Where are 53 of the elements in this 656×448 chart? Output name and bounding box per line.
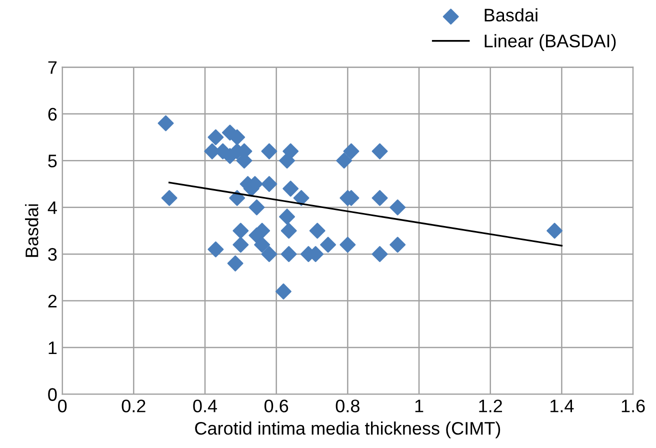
y-tick-label: 3 [48, 248, 57, 261]
y-tick-label: 4 [48, 201, 57, 214]
point [248, 199, 265, 216]
point [390, 236, 406, 253]
point [261, 143, 278, 160]
point [280, 222, 297, 239]
x-tick-label: 0.8 [336, 400, 360, 412]
y-tick-label: 1 [48, 342, 57, 354]
point [293, 190, 310, 206]
point [161, 190, 178, 206]
y-tick-label: 2 [48, 294, 57, 308]
point [232, 236, 249, 253]
point [229, 190, 246, 206]
x-tick-label: 0.6 [264, 400, 288, 412]
point [229, 129, 246, 146]
legend-label: Linear (BASDAI) [484, 34, 616, 51]
point [320, 236, 336, 253]
legend-label: Basdai [484, 8, 538, 22]
x-axis-title: Carotid intima media thickness (CIMT) [195, 421, 500, 438]
point [282, 180, 299, 197]
point [279, 208, 296, 225]
point [546, 222, 563, 239]
point [340, 236, 356, 253]
x-tick-label: 0.2 [122, 400, 146, 412]
y-tick-label: 5 [48, 154, 57, 168]
point [227, 255, 244, 272]
y-tick-label: 0 [48, 388, 57, 401]
point [390, 199, 406, 216]
point [275, 283, 292, 300]
point [261, 246, 278, 262]
point [208, 129, 224, 146]
point [282, 143, 299, 160]
point [158, 115, 174, 132]
x-tick-label: 1 [415, 400, 424, 412]
point [309, 222, 326, 239]
point [343, 143, 360, 160]
point [280, 246, 297, 262]
point [372, 190, 388, 206]
x-tick-label: 0 [58, 400, 67, 412]
x-tick-label: 1.6 [622, 400, 645, 412]
point [372, 143, 388, 160]
y-axis-title: Basdai [25, 204, 38, 257]
point [232, 222, 249, 239]
point [336, 152, 352, 169]
point [372, 246, 388, 262]
x-tick-label: 1.4 [550, 400, 574, 412]
x-tick-label: 0.4 [193, 400, 218, 412]
point [208, 241, 224, 258]
x-tick-label: 1.2 [479, 400, 502, 412]
y-tick-label: 6 [48, 108, 57, 121]
y-tick-label: 7 [48, 61, 57, 74]
point [261, 176, 278, 192]
point [254, 236, 270, 253]
